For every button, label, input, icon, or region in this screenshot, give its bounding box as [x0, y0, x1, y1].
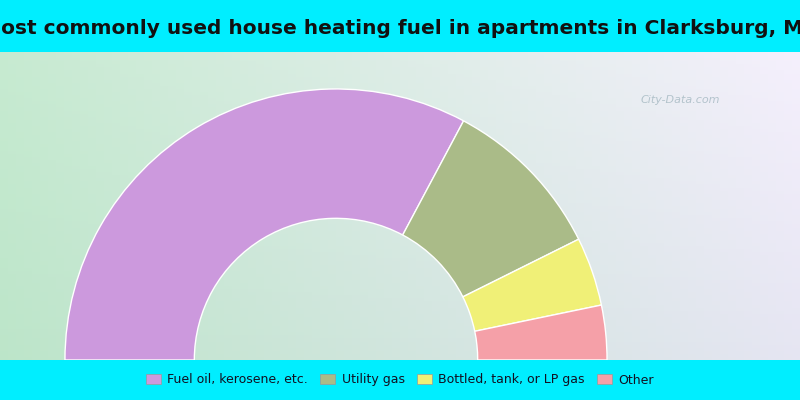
Wedge shape [65, 89, 463, 360]
Wedge shape [463, 239, 602, 331]
Text: Most commonly used house heating fuel in apartments in Clarksburg, MA: Most commonly used house heating fuel in… [0, 19, 800, 38]
Wedge shape [474, 305, 607, 360]
Wedge shape [402, 121, 578, 297]
Text: City-Data.com: City-Data.com [640, 95, 720, 105]
Legend: Fuel oil, kerosene, etc., Utility gas, Bottled, tank, or LP gas, Other: Fuel oil, kerosene, etc., Utility gas, B… [146, 374, 654, 386]
